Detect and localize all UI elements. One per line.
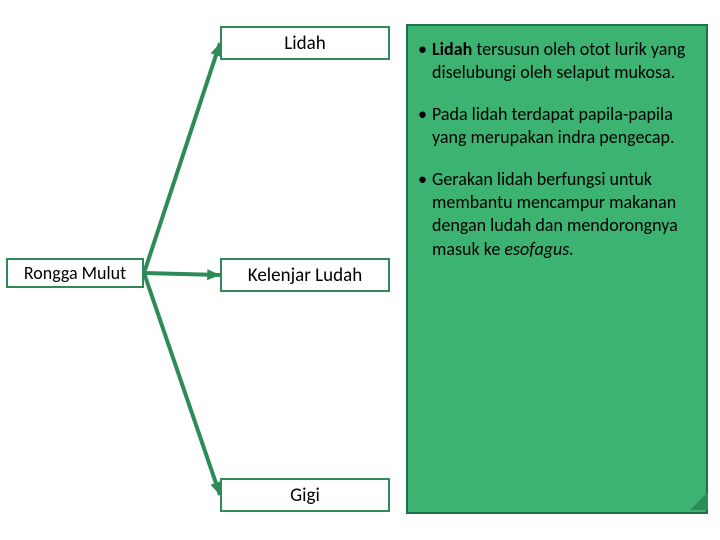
child-label-gigi: Gigi bbox=[290, 484, 320, 507]
root-node: Rongga Mulut bbox=[6, 258, 144, 288]
bullet-item: Pada lidah terdapat papila-papila yang m… bbox=[418, 103, 692, 150]
info-panel: Lidah tersusun oleh otot lurik yang dise… bbox=[406, 24, 708, 514]
page-corner-fold bbox=[690, 492, 708, 510]
root-label: Rongga Mulut bbox=[24, 262, 126, 284]
child-node-gigi: Gigi bbox=[220, 478, 390, 512]
child-label-kelenjar: Kelenjar Ludah bbox=[248, 264, 362, 287]
bullet-item: Lidah tersusun oleh otot lurik yang dise… bbox=[418, 38, 692, 85]
bullet-lead: Lidah bbox=[432, 38, 476, 60]
bullet-list: Lidah tersusun oleh otot lurik yang dise… bbox=[418, 38, 692, 261]
bullet-text: Pada lidah terdapat papila-papila yang m… bbox=[432, 103, 675, 148]
bullet-trail: esofagus. bbox=[504, 238, 573, 260]
child-label-lidah: Lidah bbox=[284, 32, 325, 55]
child-node-kelenjar: Kelenjar Ludah bbox=[220, 258, 390, 292]
child-node-lidah: Lidah bbox=[220, 26, 390, 60]
bullet-item: Gerakan lidah berfungsi untuk membantu m… bbox=[418, 168, 692, 262]
